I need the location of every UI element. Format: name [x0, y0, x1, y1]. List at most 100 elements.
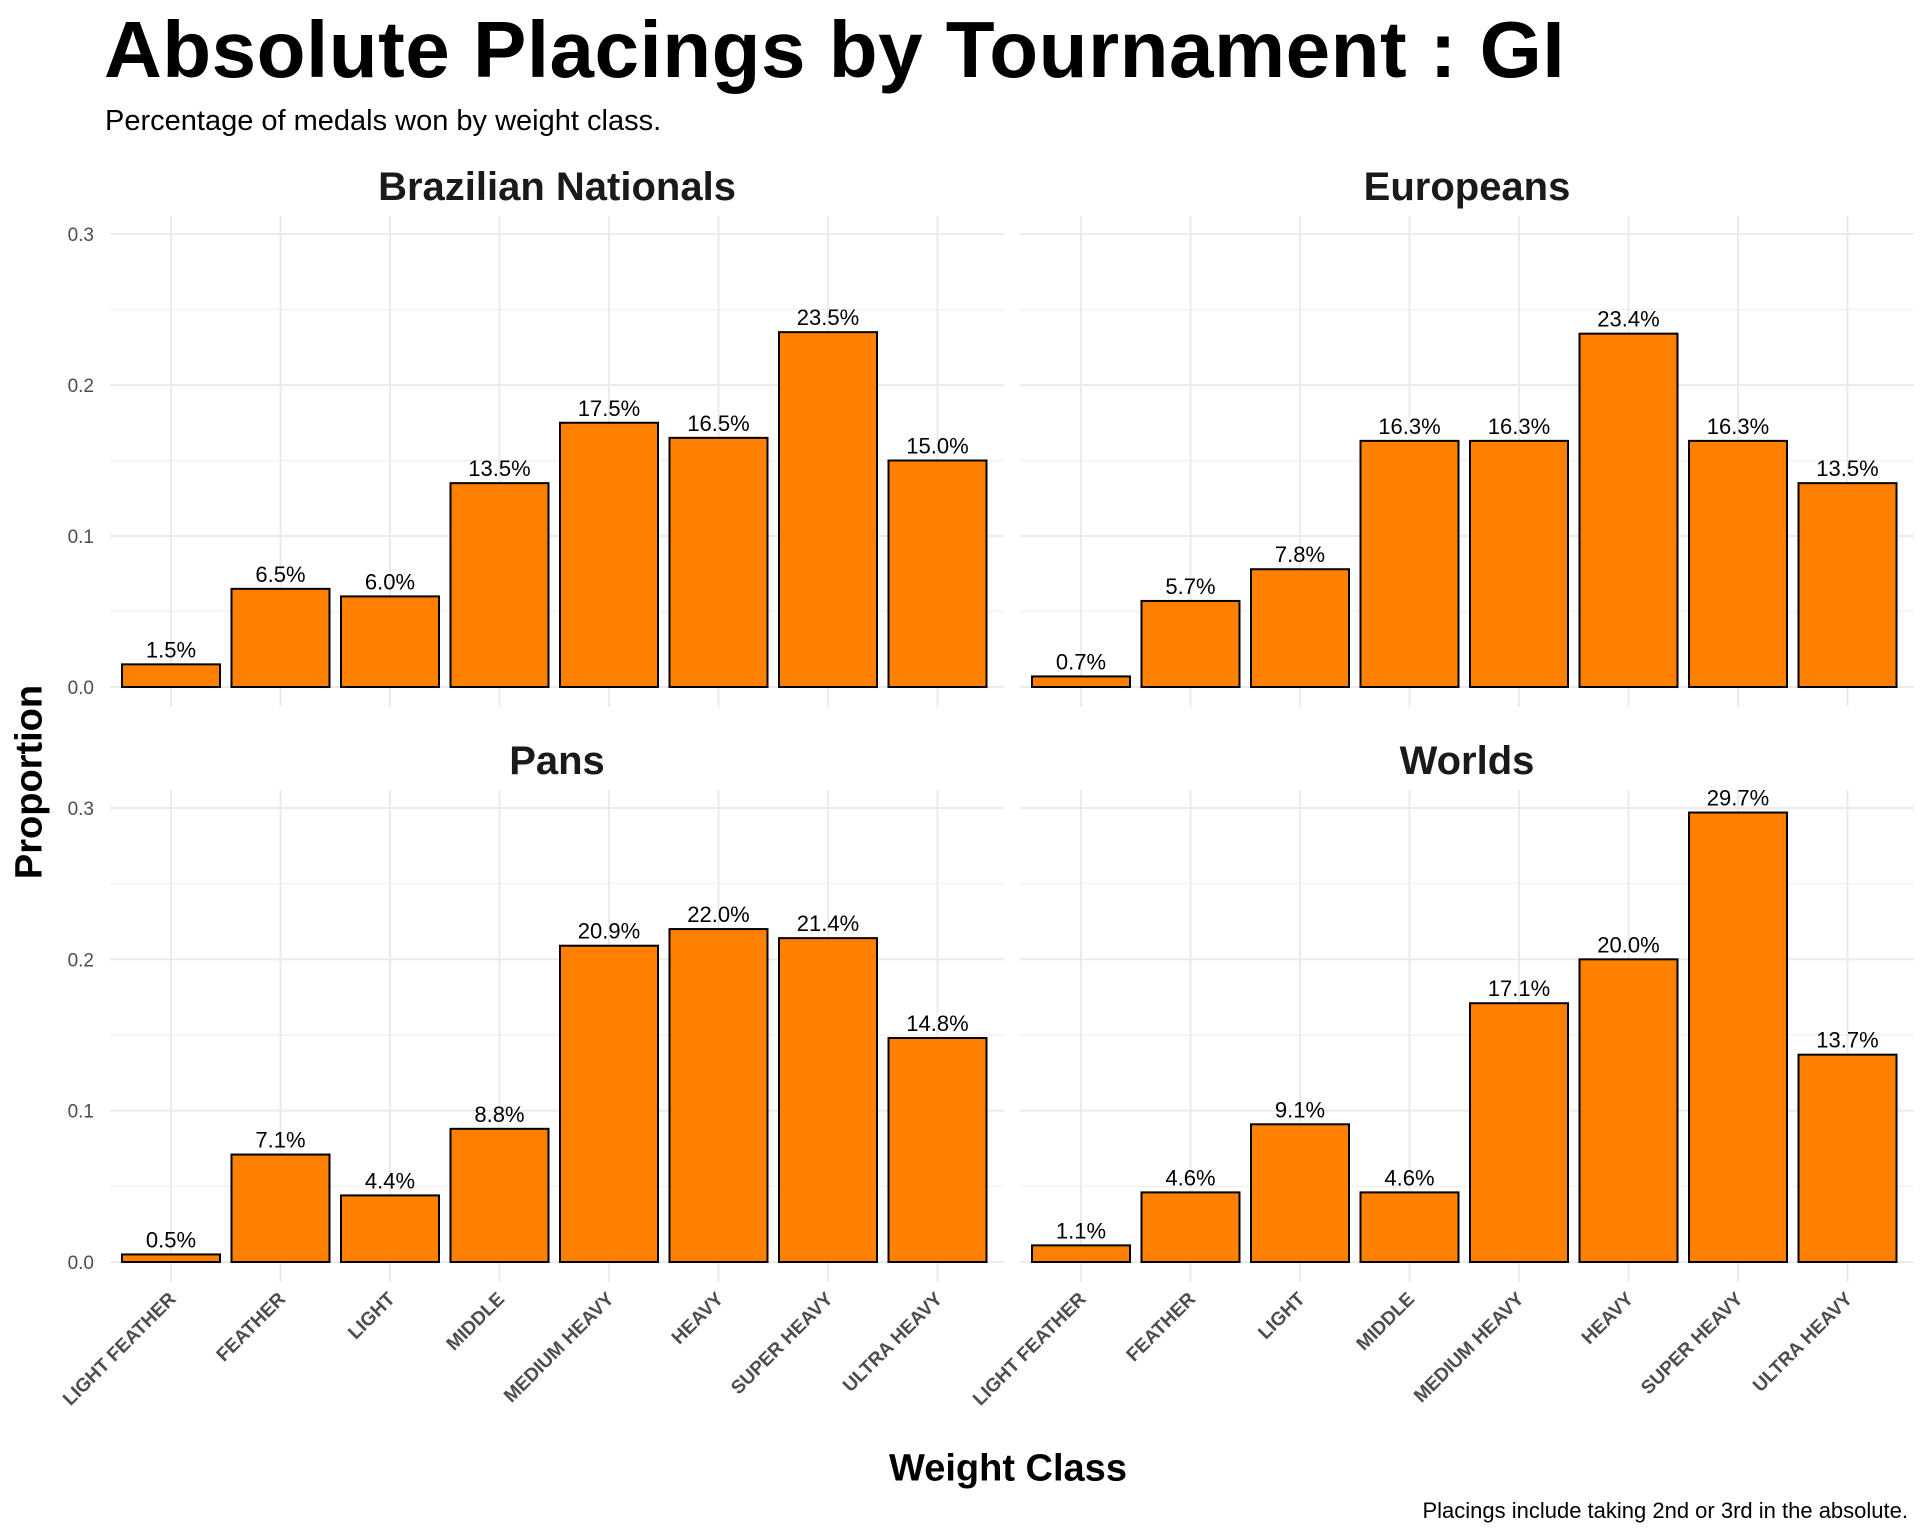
data-label: 8.8%	[474, 1102, 524, 1127]
x-tick-label: SUPER HEAVY	[727, 1288, 837, 1398]
x-tick-label: FEATHER	[213, 1288, 290, 1365]
y-tick-label: 0.3	[68, 799, 94, 820]
bar	[230, 587, 331, 688]
data-label: 14.8%	[906, 1011, 968, 1036]
data-label: 7.8%	[1275, 542, 1325, 567]
bar	[340, 1194, 440, 1263]
data-label: 9.1%	[1275, 1097, 1325, 1122]
bar	[449, 482, 550, 688]
bar	[1359, 439, 1460, 688]
bar	[1688, 811, 1788, 1263]
y-tick-label: 0.3	[68, 225, 94, 246]
bar	[1578, 958, 1679, 1263]
chart-subtitle: Percentage of medals won by weight class…	[105, 105, 662, 137]
x-tick-label: ULTRA HEAVY	[839, 1288, 947, 1396]
data-label: 16.3%	[1488, 414, 1550, 439]
data-label: 21.4%	[797, 911, 859, 936]
bar	[230, 1153, 331, 1264]
bar	[1250, 568, 1350, 688]
data-label: 7.1%	[255, 1128, 305, 1153]
bar	[121, 1253, 221, 1264]
data-label: 16.3%	[1707, 414, 1769, 439]
bar	[778, 331, 878, 688]
panel-0: Brazilian Nationals 0.0 0.1 0.2 0.3 1.5% 6.5% 6…	[68, 165, 1004, 707]
bar	[1797, 482, 1898, 688]
data-label: 22.0%	[687, 902, 749, 927]
data-label: 13.5%	[468, 456, 530, 481]
panel-3: Worlds 1.1% 4.6% 9.1% 4.6% 17.1% 20.0% 29.7% 13.…	[969, 739, 1914, 1410]
data-label: 6.5%	[255, 562, 305, 587]
chart-caption: Placings include taking 2nd or 3rd in th…	[1422, 1498, 1908, 1523]
data-label: 13.5%	[1816, 456, 1878, 481]
x-tick-label: LIGHT FEATHER	[59, 1288, 181, 1410]
x-tick-label: HEAVY	[668, 1288, 728, 1348]
data-label: 16.3%	[1378, 414, 1440, 439]
data-label: 23.4%	[1597, 307, 1659, 332]
x-tick-label: MEDIUM HEAVY	[500, 1288, 619, 1407]
panel-1: Europeans 0.7% 5.7% 7.8% 16.3% 16.3% 23.4% 16.3…	[1020, 165, 1914, 707]
x-tick-label: ULTRA HEAVY	[1749, 1288, 1857, 1396]
bar	[1797, 1053, 1898, 1263]
x-tick-label: LIGHT	[1254, 1288, 1309, 1343]
x-tick-label: HEAVY	[1578, 1288, 1638, 1348]
chart-title: Absolute Placings by Tournament : GI	[104, 5, 1566, 94]
x-tick-label: LIGHT	[344, 1288, 399, 1343]
data-label: 1.1%	[1056, 1218, 1106, 1243]
bar	[559, 421, 659, 688]
x-tick-label: LIGHT FEATHER	[969, 1288, 1091, 1410]
data-label: 20.0%	[1597, 932, 1659, 957]
bar	[1140, 1191, 1241, 1264]
data-label: 17.5%	[578, 396, 640, 421]
bar	[121, 663, 221, 688]
y-tick-label: 0.0	[68, 1253, 94, 1274]
x-tick-label: SUPER HEAVY	[1637, 1288, 1747, 1398]
bar	[887, 459, 988, 688]
data-label: 17.1%	[1488, 976, 1550, 1001]
data-label: 4.6%	[1384, 1165, 1434, 1190]
bar	[668, 436, 769, 688]
data-label: 4.6%	[1165, 1165, 1215, 1190]
panel-title: Europeans	[1364, 165, 1571, 209]
bar	[1469, 439, 1569, 688]
bar	[1250, 1123, 1350, 1263]
data-label: 16.5%	[687, 411, 749, 436]
bar	[1031, 1244, 1131, 1264]
bar	[778, 937, 878, 1263]
data-label: 29.7%	[1707, 786, 1769, 811]
x-tick-label: FEATHER	[1123, 1288, 1200, 1365]
y-tick-label: 0.1	[68, 1102, 94, 1123]
bar	[340, 595, 440, 689]
data-label: 4.4%	[365, 1168, 415, 1193]
y-tick-label: 0.2	[68, 950, 94, 971]
data-label: 13.7%	[1816, 1028, 1878, 1053]
bar	[1140, 599, 1241, 688]
data-label: 6.0%	[365, 569, 415, 594]
data-label: 0.7%	[1056, 649, 1106, 674]
data-label: 15.0%	[906, 434, 968, 459]
y-tick-label: 0.1	[68, 527, 94, 548]
panel-title: Brazilian Nationals	[378, 165, 736, 209]
y-tick-label: 0.0	[68, 678, 94, 699]
bar	[1578, 332, 1679, 688]
data-label: 23.5%	[797, 305, 859, 330]
panel-2: Pans 0.0 0.1 0.2 0.3 0.5% 7.1% 4.4% 8.8% 20.9% 22.…	[59, 739, 1004, 1410]
y-tick-label: 0.2	[68, 376, 94, 397]
panel-title: Worlds	[1400, 739, 1535, 783]
bar	[559, 944, 659, 1263]
data-label: 20.9%	[578, 919, 640, 944]
bar	[1688, 439, 1788, 688]
panel-title: Pans	[509, 739, 605, 783]
bar	[449, 1127, 550, 1263]
x-tick-label: MEDIUM HEAVY	[1410, 1288, 1529, 1407]
data-label: 5.7%	[1165, 574, 1215, 599]
bar	[887, 1037, 988, 1263]
x-tick-label: MIDDLE	[1353, 1289, 1419, 1355]
bar	[1359, 1191, 1460, 1264]
data-label: 0.5%	[146, 1227, 196, 1252]
bar	[1031, 675, 1131, 688]
bar	[668, 928, 769, 1263]
x-tick-label: MIDDLE	[443, 1289, 509, 1355]
bar	[1469, 1002, 1569, 1263]
x-axis-title: Weight Class	[889, 1447, 1127, 1490]
